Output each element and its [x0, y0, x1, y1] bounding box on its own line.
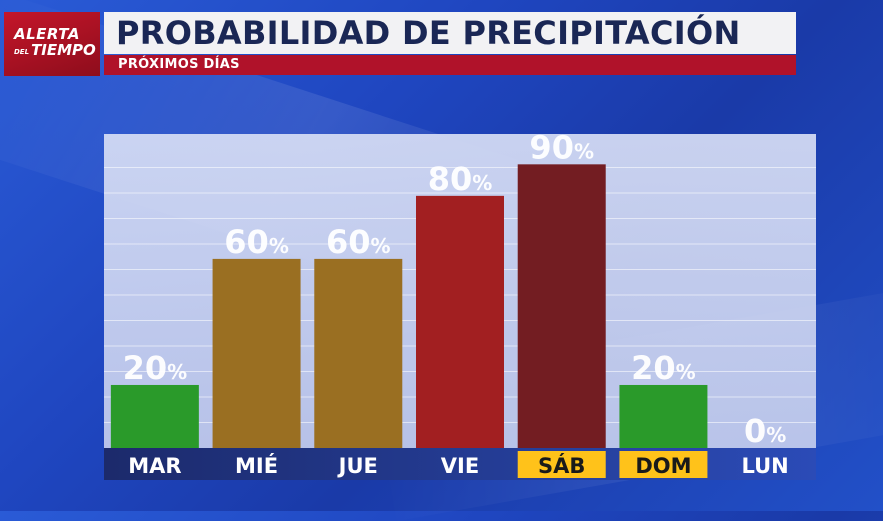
- day-label-mar: MAR: [128, 454, 181, 478]
- data-label-unit: %: [766, 423, 786, 447]
- day-label-lun: LUN: [742, 454, 789, 478]
- data-label-mar: 20%: [123, 349, 188, 387]
- data-label-sáb: 90%: [529, 134, 594, 166]
- bar-jue: [314, 258, 403, 448]
- bar-mar: [110, 384, 199, 448]
- data-label-value: 20: [631, 349, 676, 387]
- data-label-value: 80: [428, 160, 473, 198]
- subtitle-box: PRÓXIMOS DÍAS: [104, 55, 796, 75]
- bar-mié: [212, 258, 301, 448]
- data-label-value: 90: [529, 134, 574, 166]
- title-box: PROBABILIDAD DE PRECIPITACIÓN: [104, 12, 796, 54]
- day-label-mié: MIÉ: [235, 453, 278, 478]
- bar-dom: [619, 384, 708, 448]
- data-label-unit: %: [167, 360, 187, 384]
- data-label-unit: %: [371, 234, 391, 258]
- chart-subtitle: PRÓXIMOS DÍAS: [118, 57, 240, 72]
- day-highlight-dom: [619, 451, 708, 478]
- alerta-del-tiempo-logo: ALERTA DEL TIEMPO: [4, 12, 100, 76]
- data-label-mié: 60%: [224, 223, 289, 261]
- data-label-lun: 0%: [744, 412, 786, 450]
- chart-title: PROBABILIDAD DE PRECIPITACIÓN: [116, 14, 741, 52]
- data-label-unit: %: [676, 360, 696, 384]
- data-label-unit: %: [269, 234, 289, 258]
- data-label-value: 20: [123, 349, 168, 387]
- day-label-vie: VIE: [441, 454, 479, 478]
- data-label-vie: 80%: [428, 160, 493, 198]
- day-label-sáb: SÁB: [538, 453, 585, 478]
- data-label-value: 60: [326, 223, 371, 261]
- precipitation-chart: 20% MAR 60% MIÉ 60% JUE 80% VIE 90% SÁB 20% DOM 0% LU…: [104, 134, 816, 478]
- data-label-value: 60: [224, 223, 269, 261]
- day-highlight-sáb: [517, 451, 606, 478]
- bar-vie: [416, 195, 504, 448]
- data-label-dom: 20%: [631, 349, 696, 387]
- data-label-unit: %: [574, 139, 594, 163]
- logo-small: DEL: [14, 48, 30, 56]
- data-label-jue: 60%: [326, 223, 391, 261]
- day-label-dom: DOM: [635, 454, 691, 478]
- day-label-jue: JUE: [337, 454, 378, 478]
- logo-line2: TIEMPO: [31, 41, 96, 59]
- data-label-value: 0: [744, 412, 766, 450]
- bar-sáb: [517, 164, 606, 448]
- data-label-unit: %: [472, 171, 492, 195]
- logo-line1: ALERTA: [14, 25, 80, 43]
